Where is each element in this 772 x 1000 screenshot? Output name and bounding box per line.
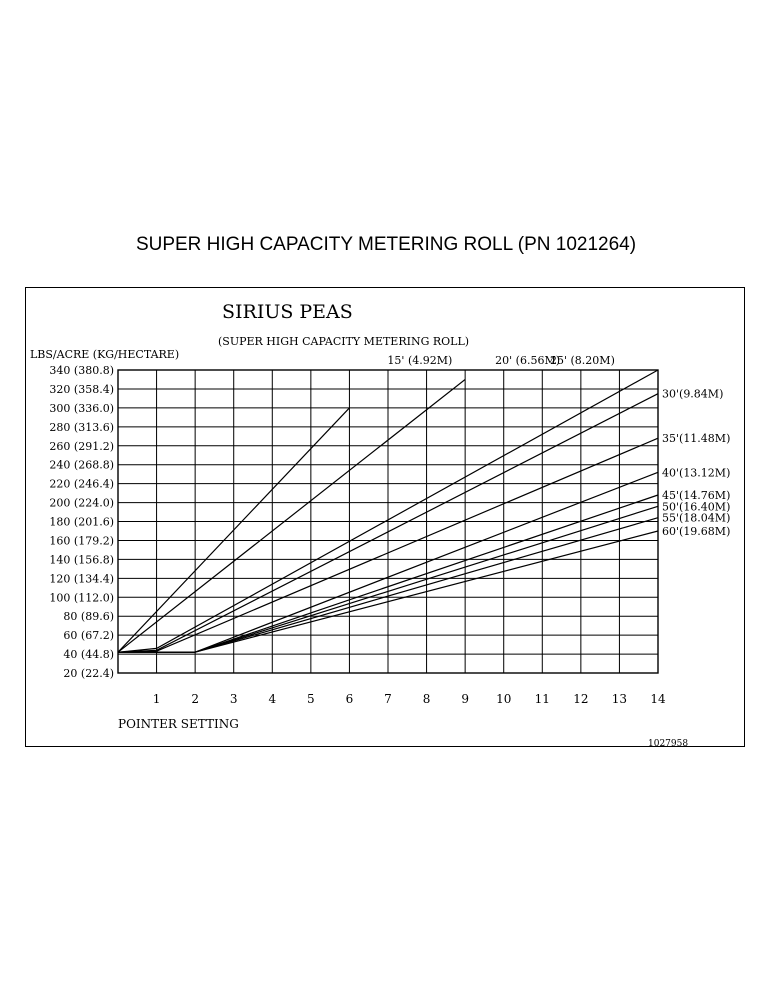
series-line (117, 379, 466, 653)
x-tick-label: 10 (496, 692, 511, 706)
lines-layer (117, 369, 659, 653)
y-tick-label: 300 (336.0) (49, 402, 114, 415)
y-tick-label: 40 (44.8) (63, 648, 114, 661)
y-tick-label: 160 (179.2) (49, 534, 114, 547)
series-label: 15' (4.92M) (387, 354, 452, 367)
x-tick-label: 11 (535, 692, 550, 706)
series-label: 30'(9.84M) (662, 388, 723, 401)
x-tick-label: 12 (573, 692, 588, 706)
x-tick-label: 6 (346, 692, 354, 706)
chart-frame: SIRIUS PEAS (SUPER HIGH CAPACITY METERIN… (25, 287, 745, 748)
y-tick-label: 20 (22.4) (63, 667, 114, 680)
x-tick-label: 3 (230, 692, 238, 706)
x-tick-label: 13 (612, 692, 627, 706)
x-tick-label: 1 (153, 692, 161, 706)
series-label: 50'(16.40M) (662, 500, 730, 513)
chart-subtitle: (SUPER HIGH CAPACITY METERING ROLL) (218, 335, 469, 348)
x-axis-label: POINTER SETTING (118, 717, 239, 731)
figure-id: 1027958 (648, 739, 688, 748)
y-tick-label: 240 (268.8) (49, 459, 114, 472)
labels-layer: 340 (380.8) 320 (358.4) 300 (336.0) 280 (31… (49, 354, 730, 706)
chart-svg: SIRIUS PEAS (SUPER HIGH CAPACITY METERIN… (30, 301, 730, 748)
y-tick-label: 260 (291.2) (49, 440, 114, 453)
y-tick-label: 100 (112.0) (49, 591, 114, 604)
x-tick-label: 5 (307, 692, 315, 706)
y-tick-label: 120 (134.4) (49, 572, 114, 585)
x-tick-label: 2 (191, 692, 199, 706)
x-tick-label: 7 (384, 692, 392, 706)
x-tick-label: 4 (268, 692, 276, 706)
y-tick-label: 80 (89.6) (63, 610, 114, 623)
y-tick-label: 280 (313.6) (49, 421, 114, 434)
series-line (118, 530, 659, 653)
grid-layer (117, 369, 659, 674)
x-tick-label: 14 (650, 692, 666, 706)
series-label: 55'(18.04M) (662, 512, 730, 525)
y-tick-label: 320 (358.4) (49, 383, 114, 396)
x-tick-label: 8 (423, 692, 431, 706)
series-line (117, 369, 659, 653)
y-tick-label: 200 (224.0) (49, 497, 114, 510)
series-label: 25' (8.20M) (550, 354, 615, 367)
series-label: 45'(14.76M) (662, 489, 730, 502)
y-axis-label: LBS/ACRE (KG/HECTARE) (30, 348, 179, 361)
x-tick-label: 9 (461, 692, 469, 706)
chart-title: SIRIUS PEAS (222, 301, 353, 323)
series-label: 35'(11.48M) (662, 432, 730, 445)
series-label: 60'(19.68M) (662, 525, 730, 538)
y-tick-label: 140 (156.8) (49, 553, 114, 566)
y-tick-label: 60 (67.2) (63, 629, 114, 642)
series-label: 40'(13.12M) (662, 466, 730, 479)
page-title: SUPER HIGH CAPACITY METERING ROLL (PN 10… (135, 234, 637, 255)
y-tick-label: 180 (201.6) (49, 516, 114, 529)
y-tick-label: 220 (246.4) (49, 478, 114, 491)
series-label: 20' (6.56M) (495, 354, 560, 367)
series-line (117, 407, 350, 653)
y-tick-label: 340 (380.8) (49, 364, 114, 377)
